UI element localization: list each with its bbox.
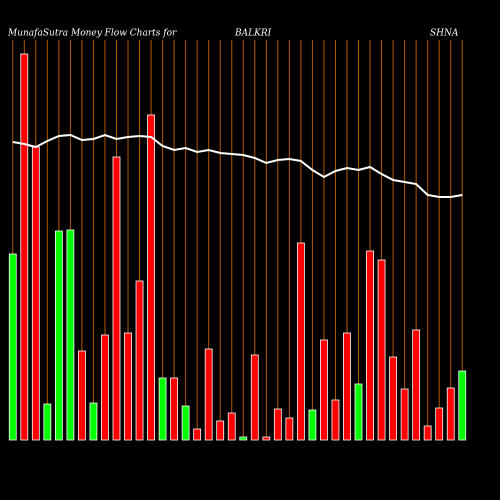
bar (216, 420, 225, 441)
bar (124, 332, 132, 441)
bar (354, 383, 363, 441)
bar (366, 250, 374, 441)
bar (458, 370, 467, 441)
bar (331, 399, 340, 441)
bar (308, 409, 317, 441)
bar (43, 403, 52, 441)
chart-symbol: SHNA (430, 29, 459, 39)
bar (112, 156, 121, 441)
bar (320, 339, 328, 441)
bar (412, 329, 421, 441)
bar (343, 332, 351, 441)
bar (147, 114, 155, 441)
bar (181, 405, 190, 441)
bar (20, 53, 29, 441)
chart-title: MunafaSutra Money Flow Charts for (7, 29, 177, 39)
bar (389, 356, 397, 441)
bar (262, 436, 271, 441)
bar (296, 242, 305, 441)
money-flow-line (12, 133, 463, 198)
chart-symbol: BALKRI (234, 29, 272, 39)
bar (8, 253, 17, 441)
bar (423, 425, 432, 441)
bar (158, 377, 167, 441)
bar (89, 402, 98, 441)
bar (204, 348, 213, 441)
bar (435, 407, 444, 441)
bar (54, 230, 63, 441)
bar (101, 334, 109, 441)
bar (377, 259, 386, 441)
bar (239, 436, 248, 441)
bar (31, 146, 40, 441)
bar (250, 354, 259, 441)
bar (400, 388, 409, 441)
bar (78, 350, 86, 441)
bar (227, 412, 236, 441)
bar (170, 377, 179, 441)
bar (273, 408, 282, 441)
bar (66, 229, 75, 441)
bar (446, 387, 455, 441)
bar (135, 280, 144, 441)
bar (285, 417, 294, 441)
bar (193, 428, 202, 441)
